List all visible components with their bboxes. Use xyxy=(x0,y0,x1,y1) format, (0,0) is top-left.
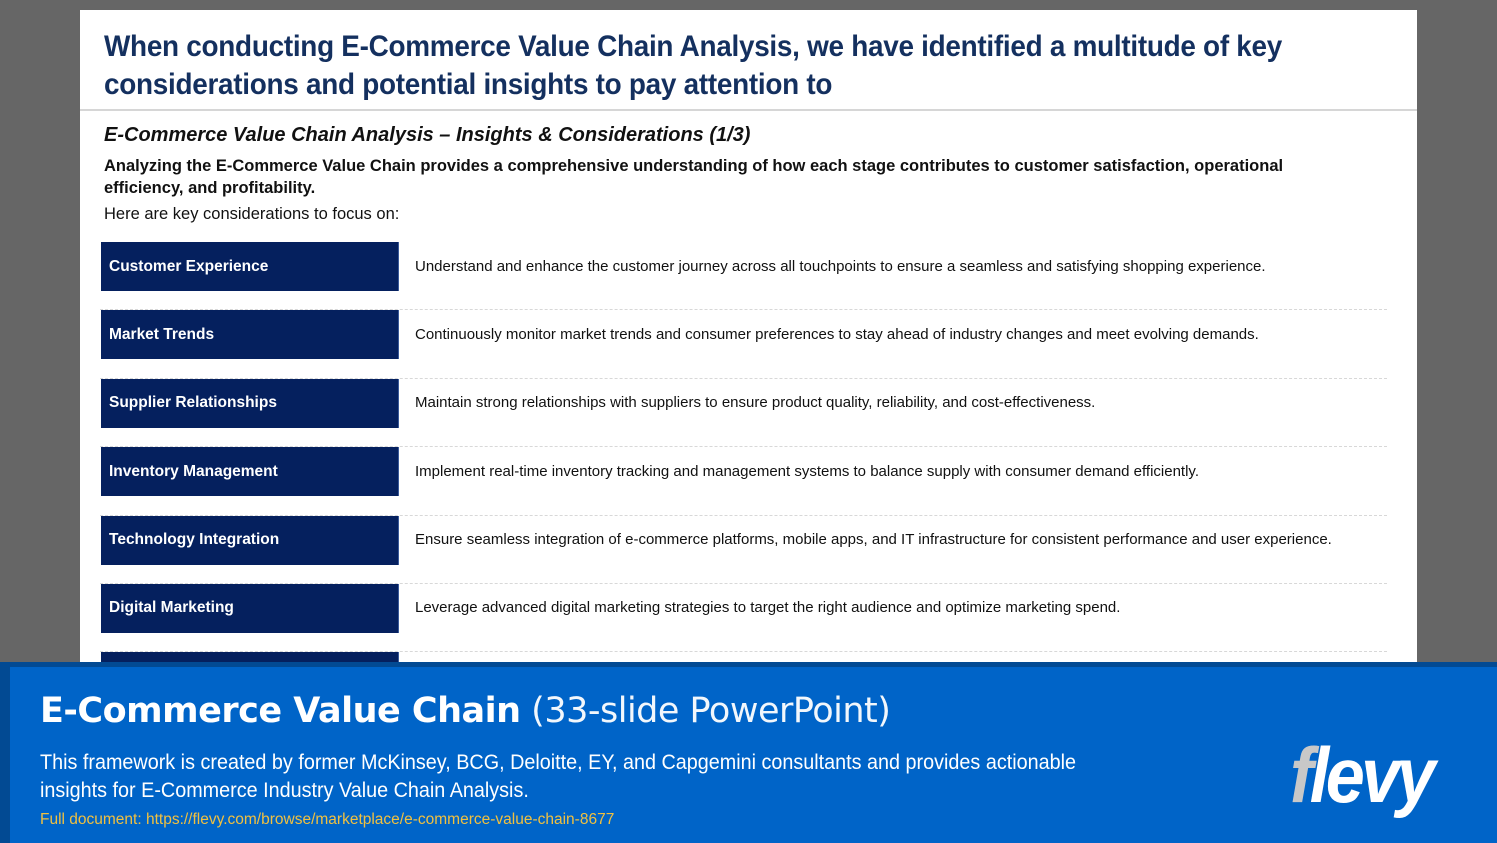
consideration-label: Customer Experience xyxy=(101,242,399,291)
consideration-description: Continuously monitor market trends and c… xyxy=(415,325,1259,343)
consideration-label: Market Trends xyxy=(101,310,399,360)
consideration-description: Leverage advanced digital marketing stra… xyxy=(415,599,1121,617)
banner-title-main: E-Commerce Value Chain xyxy=(40,691,521,731)
consideration-label: Inventory Management xyxy=(101,447,399,497)
title-divider xyxy=(80,109,1417,111)
slide: When conducting E-Commerce Value Chain A… xyxy=(80,10,1417,670)
banner-description: This framework is created by former McKi… xyxy=(40,750,1077,802)
consideration-row: Supplier Relationships Maintain strong r… xyxy=(100,378,1387,448)
consideration-label: Technology Integration xyxy=(101,515,399,565)
consideration-description: Ensure seamless integration of e-commerc… xyxy=(415,531,1332,549)
consideration-description: Maintain strong relationships with suppl… xyxy=(415,394,1096,412)
slide-title: When conducting E-Commerce Value Chain A… xyxy=(104,30,1283,101)
banner-top-border xyxy=(0,662,1497,667)
flevy-logo: flevy xyxy=(1290,730,1436,820)
slide-subtitle: E-Commerce Value Chain Analysis – Insigh… xyxy=(104,124,751,146)
logo-letters: levy xyxy=(1309,731,1436,819)
considerations-list: Customer Experience Understand and enhan… xyxy=(100,242,1387,670)
consideration-label: Supplier Relationships xyxy=(101,378,399,428)
consideration-description: Implement real-time inventory tracking a… xyxy=(415,462,1199,480)
consideration-row: Technology Integration Ensure seamless i… xyxy=(100,515,1387,584)
banner-title: E-Commerce Value Chain (33-slide PowerPo… xyxy=(40,690,891,732)
intro-summary: Analyzing the E-Commerce Value Chain pro… xyxy=(104,157,1284,197)
consideration-label: Digital Marketing xyxy=(101,583,399,633)
banner-left-border xyxy=(0,662,10,843)
banner-title-detail: (33-slide PowerPoint) xyxy=(520,691,891,731)
consideration-description: Understand and enhance the customer jour… xyxy=(415,257,1266,275)
intro-lead: Here are key considerations to focus on: xyxy=(104,205,400,223)
consideration-row: Customer Experience Understand and enhan… xyxy=(100,242,1387,311)
consideration-row: Market Trends Continuously monitor marke… xyxy=(100,310,1387,379)
consideration-row: Digital Marketing Leverage advanced digi… xyxy=(100,583,1387,653)
full-document-link[interactable]: Full document: https://flevy.com/browse/… xyxy=(40,811,615,828)
promo-banner: E-Commerce Value Chain (33-slide PowerPo… xyxy=(0,662,1497,843)
logo-letter-f: f xyxy=(1290,731,1313,819)
consideration-row: Inventory Management Implement real-time… xyxy=(100,447,1387,516)
